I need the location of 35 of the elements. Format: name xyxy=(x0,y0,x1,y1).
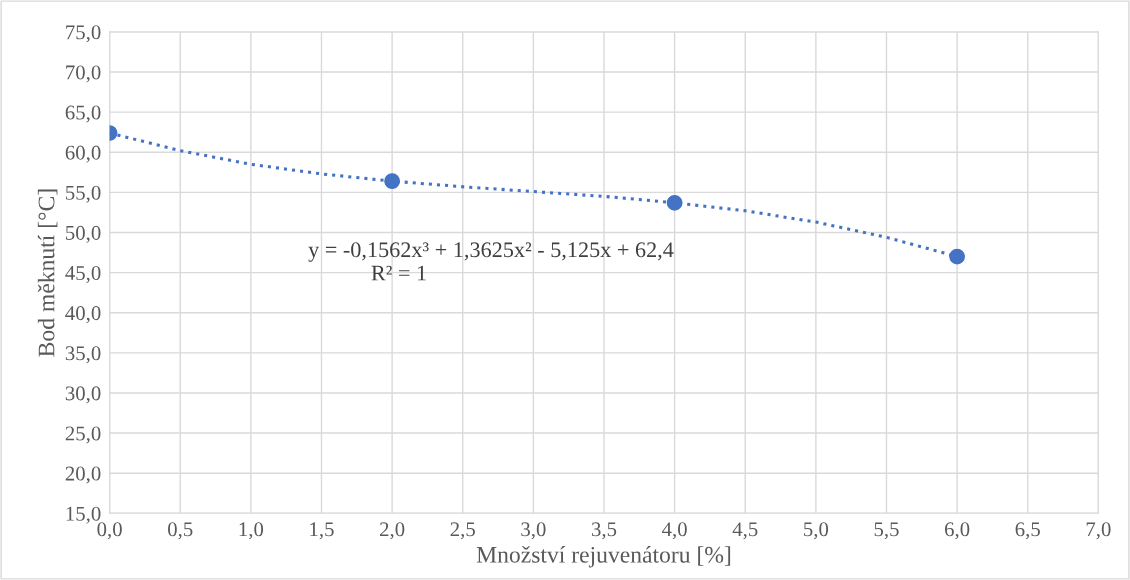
annotation: R² = 1 xyxy=(371,265,426,281)
y-tick-label: 25,0 xyxy=(65,426,101,444)
x-tick-label: 5,5 xyxy=(874,522,899,540)
x-tick-label: 2,0 xyxy=(380,522,405,540)
x-tick-label: 7,0 xyxy=(1086,522,1111,540)
y-tick-label: 20,0 xyxy=(65,466,101,484)
y-tick-label: 45,0 xyxy=(65,265,101,284)
x-tick-label: 3,5 xyxy=(591,522,617,540)
x-tick-label: 6,0 xyxy=(944,522,970,540)
x-tick-label: 4,5 xyxy=(732,522,758,540)
y-tick-label: 70,0 xyxy=(66,65,101,83)
point xyxy=(384,173,400,190)
x-tick-label: 5,0 xyxy=(804,522,829,540)
y-tick-label: 40,0 xyxy=(65,306,101,324)
x-tick-label: 2,5 xyxy=(450,522,475,540)
y-tick-label: 75,0 xyxy=(66,25,101,43)
y-tick-label: 35,0 xyxy=(65,346,101,364)
x-axis-title: Množství rejuvenátoru [%] xyxy=(476,546,731,568)
point xyxy=(949,248,965,265)
x-tick-label: 6,5 xyxy=(1015,522,1040,540)
y-tick-label: 60,0 xyxy=(65,145,101,163)
y-tick-label: 65,0 xyxy=(65,105,101,123)
x-tick-label: 3,0 xyxy=(521,522,546,540)
y-tick-label: 50,0 xyxy=(66,225,101,243)
x-tick-label: 1,0 xyxy=(239,522,264,540)
x-tick-label: 4,0 xyxy=(662,522,687,540)
y-tick-label: 15,0 xyxy=(66,506,101,524)
x-tick-label: 0,5 xyxy=(168,522,193,540)
point xyxy=(666,194,683,211)
y-tick-label: 55,0 xyxy=(66,185,101,203)
y-axis-title: Bod měknutí [°C] xyxy=(37,189,58,357)
y-tick-label: 30,0 xyxy=(65,386,101,404)
annotation: y = -0,1562x³ + 1,3625x² - 5,125x + 62,4 xyxy=(308,242,674,262)
x-tick-label: 0,0 xyxy=(97,522,122,540)
x-tick-label: 1,5 xyxy=(310,522,334,540)
